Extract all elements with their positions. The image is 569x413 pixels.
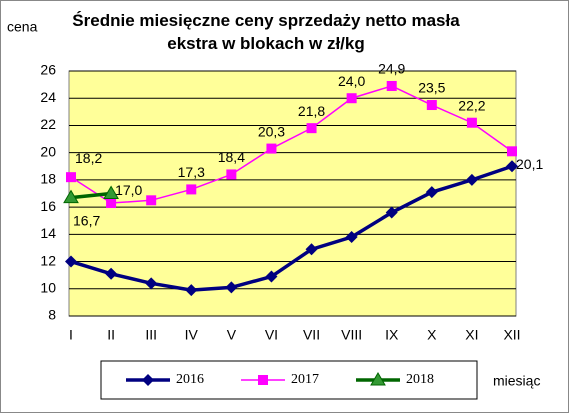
data-point <box>186 184 197 195</box>
data-point <box>386 80 397 91</box>
data-point <box>306 123 317 134</box>
data-point <box>385 206 398 219</box>
data-point <box>106 198 117 209</box>
data-point <box>185 284 198 297</box>
x-tick-label: XI <box>465 327 478 343</box>
x-tick-label: III <box>145 327 157 343</box>
series-line <box>70 85 513 204</box>
data-point <box>346 93 357 104</box>
x-tick-label: V <box>227 327 237 343</box>
data-point <box>105 267 118 280</box>
y-tick-label: 8 <box>48 307 56 323</box>
data-label: 21,8 <box>298 103 325 119</box>
legend-label: 2016 <box>176 372 204 387</box>
data-point <box>145 277 158 290</box>
data-point <box>345 231 358 244</box>
plot-area <box>68 70 517 317</box>
data-point <box>103 185 119 199</box>
chart-title: Średnie miesięczne ceny sprzedaży netto … <box>72 11 460 53</box>
legend-label: 2017 <box>291 372 319 387</box>
data-label: 24,0 <box>338 73 365 89</box>
y-tick-label: 24 <box>40 89 56 105</box>
data-point <box>506 160 518 173</box>
data-point <box>466 117 477 128</box>
data-label: 20,1 <box>516 156 543 172</box>
y-tick-label: 22 <box>40 116 56 132</box>
y-tick-label: 20 <box>40 143 56 159</box>
x-tick-label: VII <box>303 327 320 343</box>
x-tick-label: VI <box>265 327 278 343</box>
legend-marker <box>142 374 154 386</box>
y-tick-label: 10 <box>40 279 56 295</box>
data-point <box>426 100 437 111</box>
data-point <box>63 189 79 204</box>
series-line <box>70 164 513 292</box>
data-label: 18,4 <box>218 149 245 165</box>
data-point <box>226 169 237 180</box>
data-point <box>146 195 157 206</box>
data-point <box>305 243 318 256</box>
x-tick-label: XII <box>503 327 520 343</box>
x-tick-label: I <box>69 327 73 343</box>
data-point <box>465 173 478 186</box>
x-tick-label: IV <box>185 327 199 343</box>
data-point <box>266 143 277 154</box>
data-label: 23,5 <box>418 80 445 96</box>
data-point <box>265 270 278 283</box>
data-point <box>507 146 517 157</box>
series-line <box>70 191 112 200</box>
data-point <box>66 172 76 183</box>
data-point <box>425 186 438 199</box>
x-tick-label: X <box>427 327 437 343</box>
data-label: 18,2 <box>75 150 102 166</box>
x-tick-label: IX <box>385 327 399 343</box>
y-tick-label: 14 <box>40 225 56 241</box>
data-label: 16,7 <box>73 212 100 228</box>
data-point <box>65 255 77 268</box>
data-label: 24,9 <box>378 61 405 77</box>
x-axis-label: miesiąc <box>493 373 540 389</box>
legend-marker <box>258 375 268 385</box>
legend-label: 2018 <box>406 372 434 387</box>
y-tick-label: 26 <box>40 62 56 78</box>
data-label: 20,3 <box>258 123 285 139</box>
legend-marker <box>370 372 386 386</box>
data-label: 22,2 <box>458 97 485 113</box>
data-label: 17,3 <box>178 164 205 180</box>
y-tick-label: 16 <box>40 198 56 214</box>
y-tick-label: 18 <box>40 171 56 187</box>
data-point <box>225 281 238 294</box>
y-axis-label: cena <box>7 19 38 35</box>
data-label: 17,0 <box>115 182 142 198</box>
x-tick-label: VIII <box>341 327 362 343</box>
x-tick-label: II <box>107 327 115 343</box>
y-tick-label: 12 <box>40 252 56 268</box>
